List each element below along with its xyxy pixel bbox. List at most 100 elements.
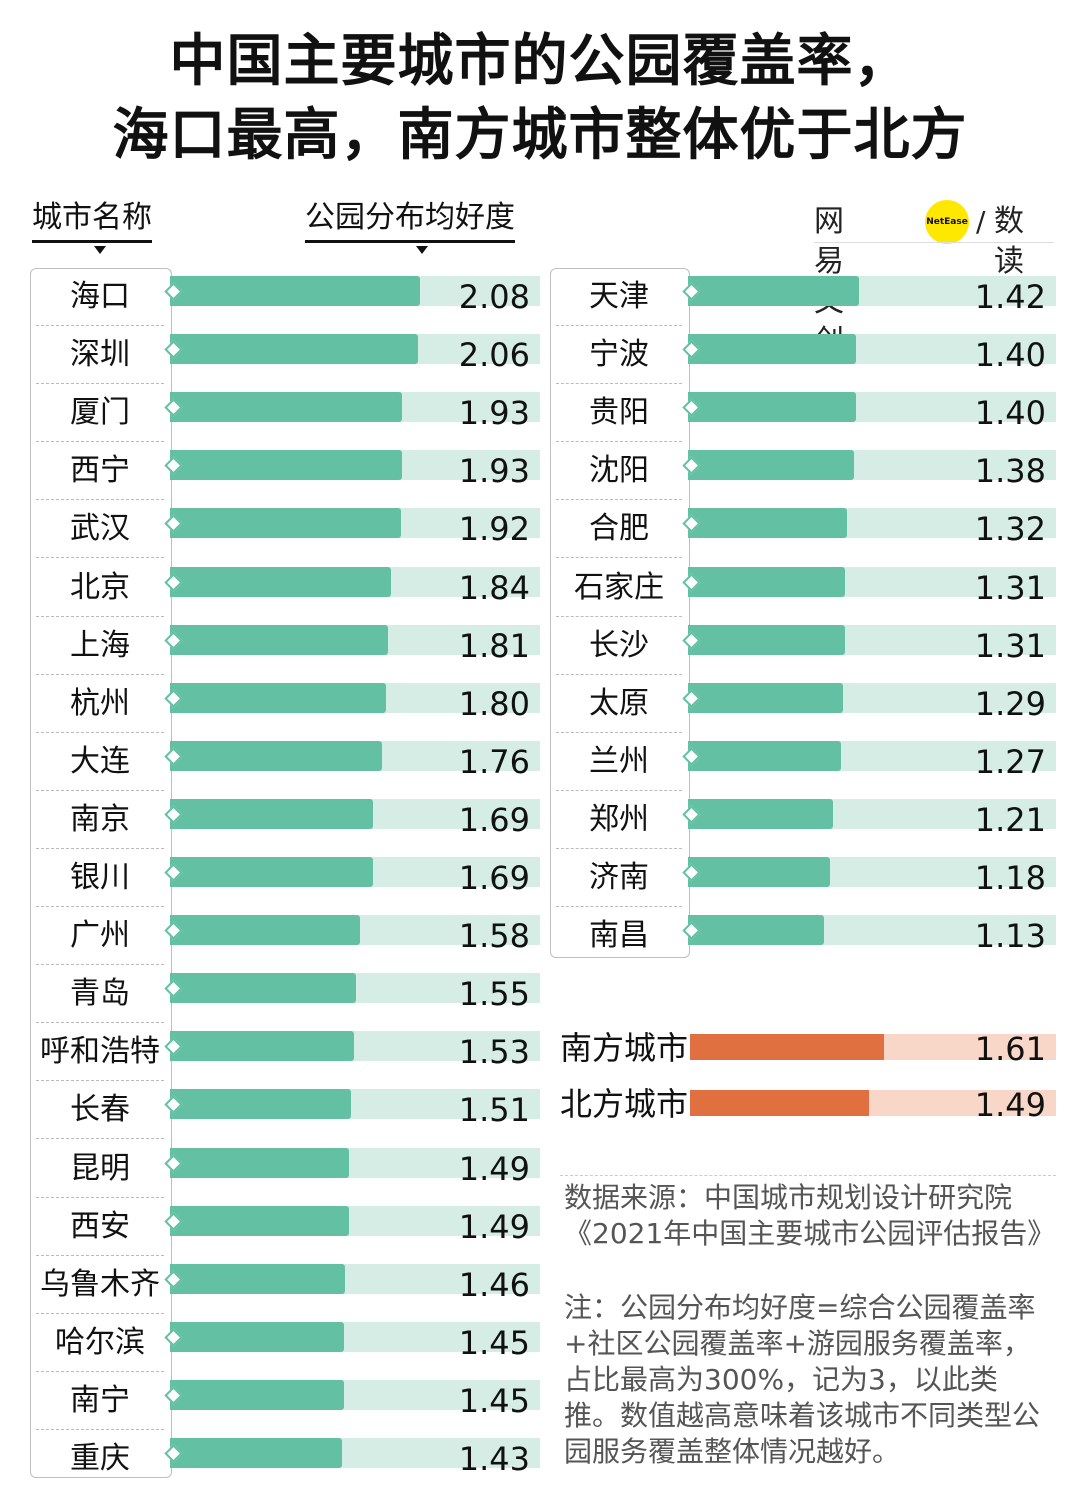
row-divider <box>556 325 682 326</box>
data-label: 1.84 <box>458 568 530 607</box>
bar-row: 兰州 1.27 <box>0 733 1080 791</box>
data-label: 1.40 <box>974 336 1046 375</box>
category-label: 长春 <box>70 1092 130 1128</box>
bar-row: 上海 1.81 <box>0 617 1080 675</box>
row-divider <box>36 964 164 966</box>
category-label: 重庆 <box>70 1441 130 1476</box>
bar-row: 大连 1.76 <box>0 733 1080 791</box>
bar-track <box>170 798 540 829</box>
bar <box>688 276 859 306</box>
bar-row: 西安 1.49 <box>0 1198 1080 1256</box>
bar-track <box>170 973 540 1004</box>
data-label: 1.31 <box>974 568 1046 607</box>
bar-row: 郑州 1.21 <box>0 791 1080 849</box>
row-divider <box>36 615 164 617</box>
bar-track <box>688 915 1056 946</box>
bar-row: 深圳 2.06 <box>0 326 1080 385</box>
bar <box>688 624 845 655</box>
category-label: 西宁 <box>70 453 130 489</box>
data-label: 1.81 <box>458 626 530 665</box>
row-divider <box>556 441 682 443</box>
category-label: 天津 <box>589 279 649 314</box>
data-label: 1.49 <box>458 1149 530 1188</box>
data-label: 1.32 <box>974 510 1046 549</box>
category-label: 广州 <box>70 918 130 954</box>
bar-row: 宁波 1.40 <box>0 326 1080 385</box>
data-label: 1.45 <box>458 1381 530 1420</box>
bar <box>170 1379 344 1410</box>
category-label: 南宁 <box>70 1382 130 1418</box>
chart-title-line-2: 海口最高，南方城市整体优于北方 <box>112 103 968 168</box>
bar-track <box>688 334 1056 365</box>
bar <box>688 392 856 423</box>
bar <box>170 624 388 655</box>
bar <box>170 1321 344 1352</box>
data-label: 1.55 <box>458 975 530 1014</box>
category-label: 大连 <box>70 743 130 779</box>
row-divider <box>36 557 164 559</box>
row-divider <box>556 557 682 559</box>
row-divider <box>36 847 164 849</box>
category-label: 南昌 <box>589 918 649 954</box>
category-label: 深圳 <box>70 337 130 373</box>
row-divider <box>556 383 682 385</box>
data-label: 1.27 <box>974 742 1046 781</box>
data-label: 2.06 <box>458 336 530 375</box>
bar-track <box>170 624 540 655</box>
row-divider <box>36 1254 164 1256</box>
data-label: 1.40 <box>974 394 1046 433</box>
category-label: 太原 <box>589 685 649 721</box>
row-divider <box>36 1196 164 1198</box>
bar-row: 呼和浩特 1.53 <box>0 1023 1080 1082</box>
category-label: 济南 <box>589 860 649 895</box>
bar-track <box>170 1031 540 1062</box>
data-label: 1.51 <box>458 1091 530 1130</box>
row-divider <box>556 615 682 617</box>
summary-category-label: 南方城市 <box>560 1029 689 1067</box>
row-divider <box>556 731 682 733</box>
bar-track <box>170 566 540 597</box>
notes-divider <box>560 1175 1056 1176</box>
category-label: 乌鲁木齐 <box>40 1266 160 1302</box>
bar-row: 北京 1.84 <box>0 559 1080 617</box>
summary-bar <box>690 1034 884 1060</box>
bar <box>170 508 401 539</box>
bar <box>170 566 391 597</box>
logo-slash: / <box>976 205 986 238</box>
bar-row: 杭州 1.80 <box>0 675 1080 733</box>
bar <box>688 334 856 365</box>
bar <box>170 915 360 946</box>
definition-note: 注：公园分布均好度=综合公园覆盖率+社区公园覆盖率+游园服务覆盖率，占比最高为3… <box>564 1291 1041 1468</box>
category-label: 宁波 <box>589 337 649 373</box>
bar-track <box>170 1205 540 1236</box>
bar-track <box>688 857 1056 887</box>
row-divider <box>36 1428 164 1430</box>
summary-bar-track <box>690 1034 1056 1060</box>
source-note: 数据来源：中国城市规划设计研究院《2021年中国主要城市公园评估报告》 <box>564 1181 1056 1250</box>
row-divider <box>36 731 164 733</box>
data-label: 1.46 <box>458 1265 530 1304</box>
data-label: 1.43 <box>458 1440 530 1478</box>
bar-row: 南京 1.69 <box>0 791 1080 849</box>
summary-data-label: 1.49 <box>974 1086 1046 1124</box>
row-divider <box>556 673 682 675</box>
bar-track <box>688 624 1056 655</box>
data-label: 1.80 <box>458 684 530 723</box>
bar <box>170 1147 349 1178</box>
bar-track <box>688 508 1056 539</box>
data-label: 2.08 <box>458 278 530 316</box>
bar-track <box>170 276 540 306</box>
bar-track <box>170 740 540 771</box>
data-label: 1.18 <box>974 859 1046 897</box>
row-divider <box>36 789 164 791</box>
bar-track <box>170 857 540 887</box>
bar <box>688 798 833 829</box>
chart-title-line-1: 中国主要城市的公园覆盖率， <box>169 29 911 94</box>
data-label: 1.69 <box>458 800 530 839</box>
metric-column-header: 公园分布均好度 <box>305 198 515 243</box>
data-label: 1.29 <box>974 684 1046 723</box>
data-label: 1.53 <box>458 1033 530 1072</box>
bar <box>688 566 845 597</box>
category-label: 北京 <box>70 569 130 605</box>
logo-subtext: 数读 <box>994 204 1024 279</box>
